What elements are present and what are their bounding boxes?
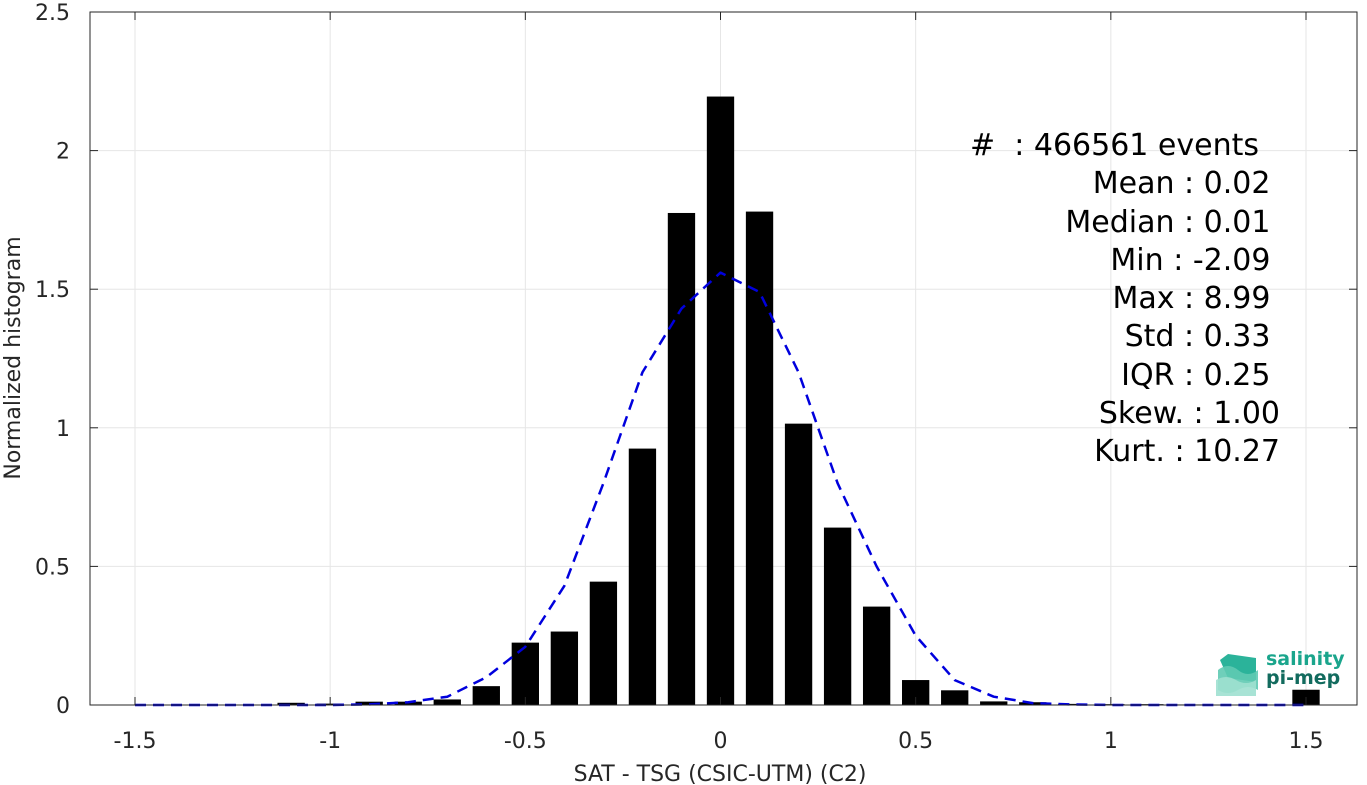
- histogram-bar: [823, 527, 852, 705]
- y-tick-label: 2: [56, 140, 70, 165]
- histogram-bars: [277, 96, 1320, 706]
- stat-mean: Mean : 0.02: [1092, 166, 1280, 202]
- x-tick-label: 0.5: [898, 729, 933, 754]
- histogram-bar: [589, 581, 618, 705]
- axes: [89, 11, 1358, 706]
- histogram-bar: [433, 699, 461, 705]
- histogram-bar: [511, 642, 539, 705]
- histogram-bar: [667, 212, 696, 705]
- x-tick-label: -1: [319, 729, 341, 754]
- y-tick-label: 2.5: [35, 1, 70, 26]
- x-tick-labels: -1.5 -1 -0.5 0 0.5 1 1.5: [114, 729, 1324, 754]
- histogram-bar: [472, 686, 500, 705]
- stat-min: Min : -2.09: [1110, 242, 1280, 278]
- histogram-bar: [550, 631, 579, 705]
- histogram-bar: [277, 702, 305, 705]
- histogram-bar: [784, 423, 813, 705]
- fit-curve-group: [135, 271, 1306, 707]
- fit-curve: [135, 271, 1306, 707]
- y-tick-label: 1.5: [35, 278, 70, 303]
- y-axis-label: Normalized histogram: [1, 236, 26, 479]
- histogram-bar: [745, 211, 774, 706]
- y-tick-label: 0: [56, 694, 70, 719]
- y-tick-labels: 0 0.5 1 1.5 2 2.5: [35, 1, 70, 719]
- salinity-pi-mep-logo: salinity pi-mep: [1216, 646, 1346, 696]
- stat-skew: Skew. : 1.00: [1098, 396, 1280, 432]
- histogram-bar: [1058, 703, 1086, 705]
- wave-logo-icon: [1216, 654, 1258, 696]
- histogram-bar: [862, 606, 891, 705]
- histogram-bar: [706, 96, 735, 705]
- x-tick-label: 1: [1104, 729, 1118, 754]
- stat-iqr: IQR : 0.25: [1121, 357, 1280, 393]
- plot-frame: [89, 11, 1358, 706]
- histogram-bar: [941, 690, 969, 705]
- stat-max: Max : 8.99: [1112, 281, 1280, 317]
- x-tick-label: -0.5: [504, 729, 547, 754]
- histogram-bar: [628, 448, 657, 705]
- x-axis-label: SAT - TSG (CSIC-UTM) (C2): [574, 762, 867, 785]
- stat-median: Median : 0.01: [1065, 204, 1280, 240]
- x-tick-label: 0: [714, 729, 728, 754]
- logo-text-pi-mep: pi-mep: [1266, 667, 1341, 689]
- statistics-panel: # : 466561 events Mean : 0.02 Median : 0…: [940, 127, 1280, 472]
- stat-std: Std : 0.33: [1124, 319, 1280, 355]
- stat-events: # : 466561 events: [970, 128, 1259, 163]
- y-tick-label: 0.5: [35, 555, 70, 580]
- x-tick-label: 1.5: [1289, 729, 1324, 754]
- stat-kurt: Kurt. : 10.27: [1094, 434, 1280, 470]
- x-tick-label: -1.5: [114, 729, 157, 754]
- y-tick-label: 1: [56, 417, 70, 442]
- histogram-bar: [980, 701, 1008, 705]
- logo-text-salinity: salinity: [1266, 648, 1345, 670]
